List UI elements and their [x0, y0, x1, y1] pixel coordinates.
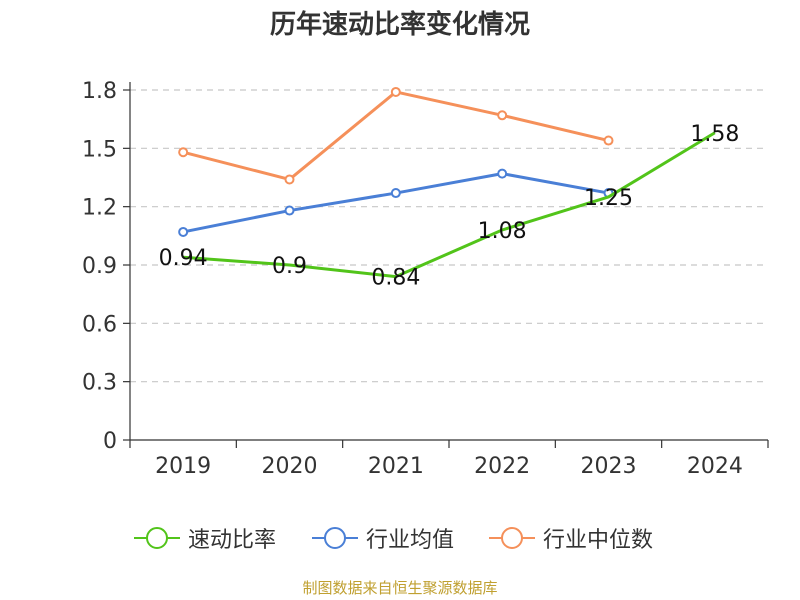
legend-item-industry-median[interactable]: 行业中位数 — [487, 518, 653, 558]
y-tick-label: 1.2 — [82, 196, 117, 221]
x-tick-label: 2019 — [155, 454, 211, 479]
legend-line-icon — [134, 527, 180, 549]
series-line-0 — [183, 131, 716, 279]
x-tick-label: 2024 — [687, 454, 743, 479]
y-tick-label: 0 — [103, 429, 117, 454]
legend-line-icon — [489, 527, 535, 549]
x-tick-label: 2021 — [368, 454, 424, 479]
y-tick-label: 0.3 — [82, 371, 117, 396]
x-tick-label: 2022 — [474, 454, 530, 479]
y-tick-label: 0.6 — [82, 312, 117, 337]
y-tick-label: 0.9 — [82, 254, 117, 279]
legend-item-industry-mean[interactable]: 行业均值 — [310, 518, 454, 558]
legend: 速动比率 行业均值 行业中位数 — [0, 518, 800, 558]
data-label: 1.58 — [690, 122, 739, 147]
x-tick-label: 2020 — [262, 454, 318, 479]
data-point-marker — [178, 147, 189, 158]
data-point-marker — [497, 168, 508, 179]
data-point-marker — [284, 174, 295, 185]
series-line-1 — [182, 172, 609, 234]
data-point-marker — [390, 188, 401, 199]
data-label: 1.08 — [478, 219, 527, 244]
data-label: 0.94 — [159, 246, 208, 271]
source-footer: 制图数据来自恒生聚源数据库 — [302, 579, 498, 597]
data-label: 1.25 — [584, 186, 633, 211]
legend-line-icon — [312, 527, 358, 549]
legend-label: 行业中位数 — [543, 528, 654, 553]
y-tick-label: 1.5 — [82, 137, 117, 162]
legend-label: 速动比率 — [188, 528, 277, 553]
y-tick-label: 1.8 — [82, 79, 117, 104]
chart-title: 历年速动比率变化情况 — [269, 10, 530, 40]
data-point-marker — [178, 226, 189, 237]
data-point-marker — [390, 86, 401, 97]
data-point-marker — [497, 110, 508, 121]
data-point-marker — [603, 135, 614, 146]
legend-item-quick-ratio[interactable]: 速动比率 — [132, 518, 276, 558]
data-label: 0.84 — [371, 266, 420, 291]
data-label: 0.9 — [272, 254, 307, 279]
series-line-2 — [182, 90, 609, 181]
x-tick-label: 2023 — [581, 454, 637, 479]
data-point-marker — [284, 205, 295, 216]
legend-label: 行业均值 — [366, 528, 455, 553]
